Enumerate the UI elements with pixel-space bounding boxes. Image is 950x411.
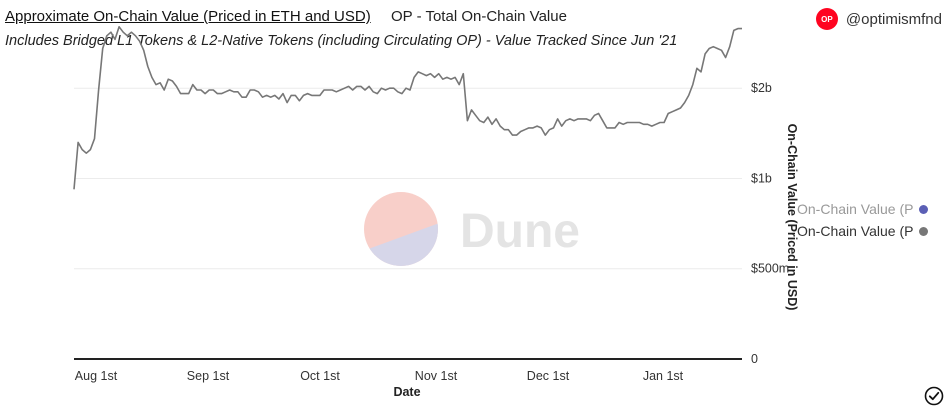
legend-item-hidden-series[interactable]: On-Chain Value (P — [797, 198, 928, 220]
y-tick-label: $1b — [751, 171, 772, 185]
y-tick-label: 0 — [751, 352, 758, 366]
chart-legend: On-Chain Value (P On-Chain Value (P — [797, 198, 928, 242]
x-tick-label: Sep 1st — [187, 369, 230, 383]
watermark-text: Dune — [460, 205, 580, 258]
series-line — [73, 25, 742, 190]
chart-name: OP - Total On-Chain Value — [391, 8, 567, 25]
grid-lines — [74, 87, 742, 270]
x-tick-label: Nov 1st — [415, 369, 458, 383]
x-tick-label: Oct 1st — [300, 369, 340, 383]
x-axis: Aug 1st Sep 1st Oct 1st Nov 1st Dec 1st Jan 1… — [74, 358, 742, 383]
chart-description: Includes Bridged L1 Tokens & L2-Native T… — [5, 33, 678, 49]
legend-color-dot — [919, 204, 928, 214]
x-axis-title: Date — [393, 385, 420, 399]
y-tick-label: $500m — [751, 262, 789, 276]
dune-logo-icon — [364, 192, 438, 266]
owner-profile-link[interactable]: OP @optimismfnd — [815, 8, 942, 30]
legend-color-dot — [919, 226, 928, 236]
chart-header: Approximate On-Chain Value (Priced in ET… — [5, 8, 950, 30]
y-tick-label: $2b — [751, 81, 772, 95]
chart-title-link[interactable]: Approximate On-Chain Value (Priced in ET… — [5, 8, 371, 25]
series-layer — [73, 25, 742, 190]
check-circle-icon[interactable] — [924, 386, 944, 406]
x-tick-label: Aug 1st — [75, 369, 118, 383]
y-axis-title: On-Chain Value (Priced in USD) — [785, 124, 799, 311]
optimism-logo-icon: OP — [815, 8, 838, 30]
dune-watermark: Dune — [364, 192, 580, 266]
legend-label: On-Chain Value (P — [797, 223, 914, 239]
y-axis: 0 $500m $1b $2b — [751, 81, 789, 366]
legend-item-visible-series[interactable]: On-Chain Value (P — [797, 220, 928, 242]
x-tick-label: Jan 1st — [643, 369, 684, 383]
owner-handle: @optimismfnd — [845, 10, 942, 28]
legend-label: On-Chain Value (P — [797, 201, 914, 217]
x-tick-label: Dec 1st — [527, 369, 570, 383]
